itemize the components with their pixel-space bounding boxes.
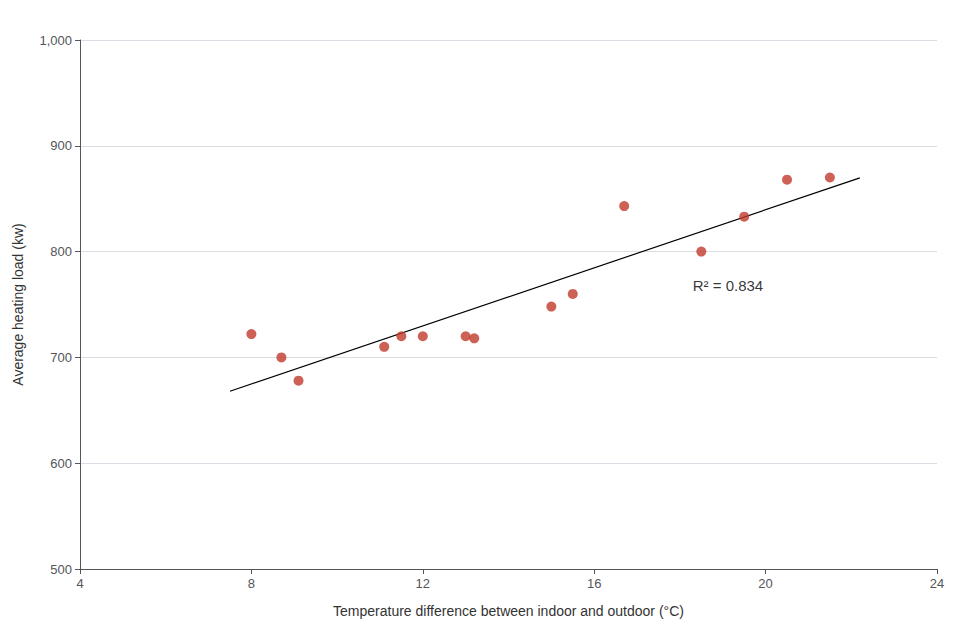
svg-text:700: 700 [50,350,72,365]
svg-text:16: 16 [587,576,601,591]
svg-text:1,000: 1,000 [39,33,72,48]
svg-text:4: 4 [76,576,83,591]
svg-text:900: 900 [50,138,72,153]
svg-text:Average heating load (kw): Average heating load (kw) [10,223,26,385]
svg-text:500: 500 [50,562,72,577]
svg-text:20: 20 [758,576,772,591]
svg-text:800: 800 [50,244,72,259]
svg-text:24: 24 [930,576,944,591]
svg-text:12: 12 [416,576,430,591]
svg-text:Temperature difference between: Temperature difference between indoor an… [333,603,684,619]
svg-text:8: 8 [248,576,255,591]
svg-text:600: 600 [50,456,72,471]
svg-text:R² = 0.834: R² = 0.834 [693,277,763,294]
